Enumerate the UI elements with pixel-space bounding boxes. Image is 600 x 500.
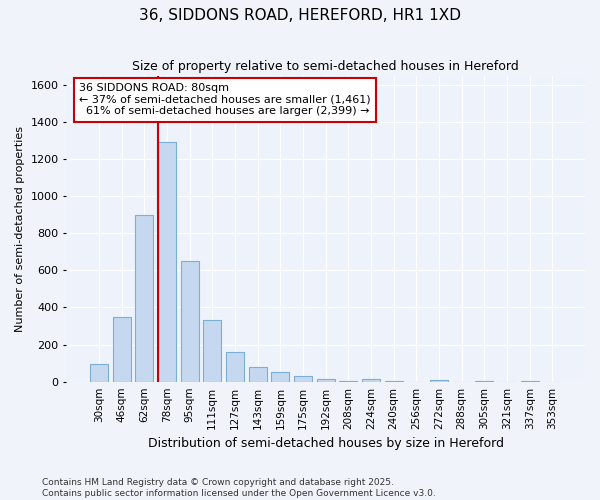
Bar — [158, 142, 176, 382]
Bar — [90, 364, 108, 382]
Bar — [271, 372, 289, 382]
Bar — [475, 381, 493, 382]
Bar — [113, 316, 131, 382]
Bar — [226, 352, 244, 382]
Text: 36, SIDDONS ROAD, HEREFORD, HR1 1XD: 36, SIDDONS ROAD, HEREFORD, HR1 1XD — [139, 8, 461, 22]
Bar — [135, 214, 154, 382]
Bar — [430, 380, 448, 382]
X-axis label: Distribution of semi-detached houses by size in Hereford: Distribution of semi-detached houses by … — [148, 437, 503, 450]
Bar — [339, 381, 358, 382]
Bar — [385, 381, 403, 382]
Text: 36 SIDDONS ROAD: 80sqm
← 37% of semi-detached houses are smaller (1,461)
  61% o: 36 SIDDONS ROAD: 80sqm ← 37% of semi-det… — [79, 83, 371, 116]
Text: Contains HM Land Registry data © Crown copyright and database right 2025.
Contai: Contains HM Land Registry data © Crown c… — [42, 478, 436, 498]
Bar — [521, 381, 539, 382]
Title: Size of property relative to semi-detached houses in Hereford: Size of property relative to semi-detach… — [132, 60, 519, 73]
Bar — [362, 379, 380, 382]
Bar — [181, 261, 199, 382]
Bar — [317, 379, 335, 382]
Bar — [248, 367, 267, 382]
Bar — [203, 320, 221, 382]
Y-axis label: Number of semi-detached properties: Number of semi-detached properties — [15, 126, 25, 332]
Bar — [294, 376, 312, 382]
